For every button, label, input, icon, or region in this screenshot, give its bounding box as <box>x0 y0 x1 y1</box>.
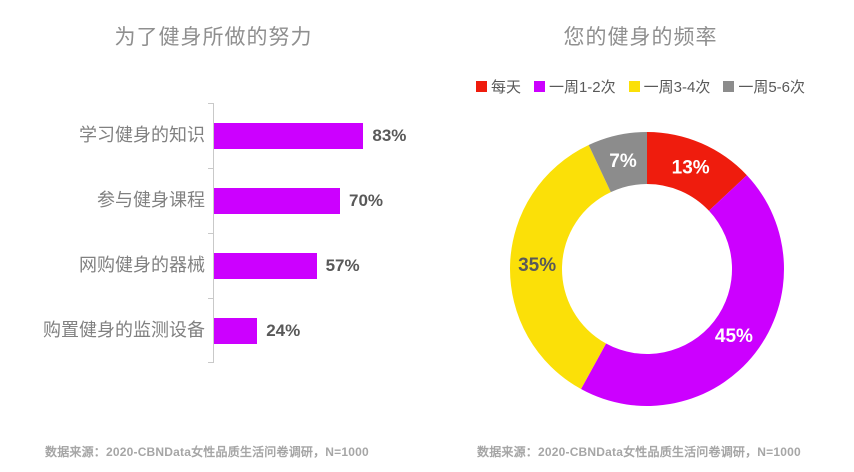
y-axis-line <box>213 103 214 363</box>
bar <box>214 123 364 149</box>
source-note-left: 数据来源：2020-CBNData女性品质生活问卷调研，N=1000 <box>45 445 369 459</box>
bar-row: 网购健身的器械 57% <box>0 233 427 298</box>
legend-item: 一周5-6次 <box>723 76 805 97</box>
axis-tick <box>208 298 213 299</box>
bar-chart-plot: 学习健身的知识 83% 参与健身课程 70% 网购健身的器械 57% 购置健身的监测设备 24… <box>0 103 427 363</box>
legend-swatch-icon <box>723 81 735 92</box>
legend-item: 一周3-4次 <box>628 76 711 97</box>
donut-slice-label: 13% <box>672 158 710 179</box>
value-label: 57% <box>325 256 360 275</box>
category-label: 参与健身课程 <box>97 190 205 210</box>
donut-slice-label: 45% <box>715 326 753 347</box>
bar-row: 购置健身的监测设备 24% <box>0 298 427 363</box>
donut-slice <box>581 175 784 406</box>
donut-chart: 13% 45% 35% 7% <box>510 132 784 406</box>
bar <box>214 188 340 214</box>
legend-label: 一周1-2次 <box>548 79 616 96</box>
bar <box>214 318 258 344</box>
value-label: 70% <box>349 191 384 210</box>
legend-label: 每天 <box>490 79 521 96</box>
category-label: 学习健身的知识 <box>79 125 205 145</box>
source-note-right: 数据来源：2020-CBNData女性品质生活问卷调研，N=1000 <box>477 445 801 459</box>
category-label: 购置健身的监测设备 <box>43 320 205 340</box>
legend: 每天 一周1-2次 一周3-4次 一周5-6次 <box>427 76 854 97</box>
axis-tick <box>208 362 213 363</box>
donut-chart-panel: 您的健身的频率 每天 一周1-2次 一周3-4次 一周5-6次 13% 45% 35% 7%… <box>427 0 854 472</box>
value-label: 83% <box>372 126 407 145</box>
category-label: 网购健身的器械 <box>79 255 205 275</box>
bar-row: 参与健身课程 70% <box>0 168 427 233</box>
bar-row: 学习健身的知识 83% <box>0 103 427 168</box>
value-label: 24% <box>266 321 301 340</box>
donut-slice <box>510 145 611 390</box>
bar-chart-title: 为了健身所做的努力 <box>114 26 313 49</box>
axis-tick <box>208 168 213 169</box>
legend-swatch-icon <box>533 81 545 92</box>
bar-chart-panel: 为了健身所做的努力 学习健身的知识 83% 参与健身课程 70% 网购健身的器械 57% 购… <box>0 26 427 459</box>
bar <box>214 253 317 279</box>
legend-item: 一周1-2次 <box>533 76 616 97</box>
donut-slice-label: 35% <box>518 255 556 276</box>
donut-slice-label: 7% <box>609 151 637 172</box>
axis-tick <box>208 103 213 104</box>
axis-tick <box>208 233 213 234</box>
legend-item: 每天 <box>475 76 521 97</box>
legend-label: 一周5-6次 <box>738 79 806 96</box>
donut-slice <box>588 132 647 193</box>
donut-slice <box>647 132 747 211</box>
legend-label: 一周3-4次 <box>643 79 711 96</box>
legend-swatch-icon <box>628 81 640 92</box>
legend-swatch-icon <box>475 81 487 92</box>
donut-chart-title: 您的健身的频率 <box>563 26 718 49</box>
